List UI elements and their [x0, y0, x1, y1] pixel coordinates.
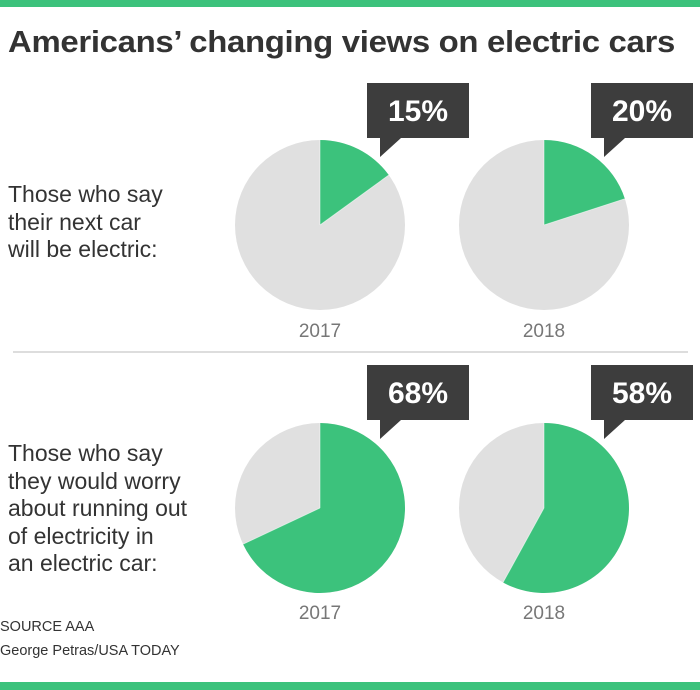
value-callout-label: 58%: [612, 377, 672, 410]
question-line: they would worry: [8, 467, 181, 494]
question-line: their next car: [8, 208, 141, 235]
question-line: an electric car:: [8, 550, 158, 576]
question-line: Those who say: [8, 181, 163, 207]
question-worry-running-out: Those who say they would worry about run…: [8, 440, 228, 578]
value-callout-box: [367, 83, 469, 157]
question-line: of electricity in: [8, 522, 154, 549]
pie-slice-separator: [319, 174, 390, 226]
question-line: about running out: [8, 495, 188, 521]
value-callout-box: [367, 365, 469, 439]
pie-value-slice: [503, 423, 629, 593]
pie-year-label: 2018: [523, 321, 565, 342]
pie-year-label: 2017: [299, 321, 341, 342]
value-callout-box: [591, 365, 693, 439]
value-callout-label: 15%: [388, 95, 448, 128]
value-callout-label: 68%: [388, 377, 448, 410]
section-divider: [13, 351, 688, 353]
top-accent-bar: [0, 0, 700, 7]
pie-slice-separator: [543, 198, 625, 226]
question-line: Those who say: [8, 440, 163, 466]
pie-slice-separator: [242, 507, 321, 545]
pie-slice-separator: [502, 507, 545, 583]
chart-title: Americans’ changing views on electric ca…: [8, 24, 675, 59]
pie-value-slice: [320, 140, 389, 225]
question-next-car-electric: Those who say their next car will be ele…: [8, 181, 228, 264]
value-callout-box: [591, 83, 693, 157]
pie-year-label: 2018: [523, 603, 565, 624]
pie-year-label: 2017: [299, 603, 341, 624]
value-callout-label: 20%: [612, 95, 672, 128]
credit-note: George Petras/USA TODAY: [0, 643, 180, 659]
pie-value-slice: [544, 140, 625, 225]
bottom-accent-bar: [0, 682, 700, 690]
source-note: SOURCE AAA: [0, 619, 95, 635]
question-line: will be electric:: [8, 236, 158, 262]
pie-value-slice: [243, 423, 406, 593]
